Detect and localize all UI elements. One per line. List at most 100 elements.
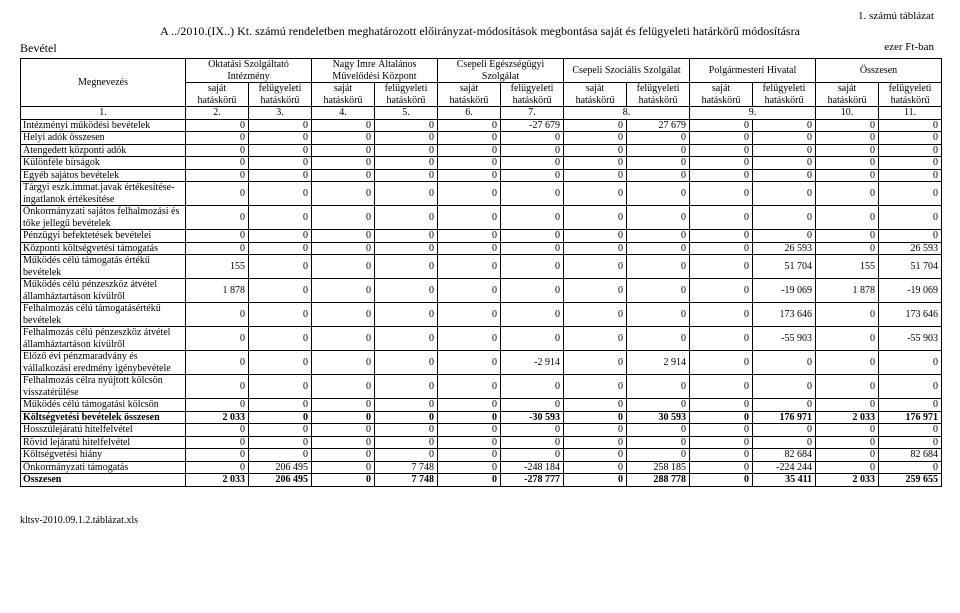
cell-value: 0 — [312, 474, 375, 487]
table-row: Tárgyi eszk.immat.javak értékesítése-ing… — [21, 182, 942, 206]
row-label: Rövid lejáratú hitelfelvétel — [21, 436, 186, 449]
cell-value: 0 — [375, 255, 438, 279]
cell-value: 0 — [438, 424, 501, 437]
cell-value: 0 — [879, 461, 942, 474]
cell-value: -19 069 — [753, 279, 816, 303]
cell-value: 0 — [690, 157, 753, 170]
table-row: Működés célú támogatás értékű bevételek1… — [21, 255, 942, 279]
unit-label: ezer Ft-ban — [160, 41, 940, 56]
row-label: Önkormányzati támogatás — [21, 461, 186, 474]
cell-value: 0 — [438, 157, 501, 170]
row-label: Önkormányzati sajátos felhalmozási és tő… — [21, 206, 186, 230]
cell-value: 0 — [438, 411, 501, 424]
cell-value: 0 — [816, 375, 879, 399]
cell-value: -55 903 — [753, 327, 816, 351]
cell-value: 0 — [501, 327, 564, 351]
cell-value: 2 033 — [816, 411, 879, 424]
cell-value: 7 748 — [375, 461, 438, 474]
row-label: Költségvetési bevételek összesen — [21, 411, 186, 424]
cell-value: 1 878 — [186, 279, 249, 303]
cell-value: 2 033 — [816, 474, 879, 487]
cell-value: 0 — [501, 449, 564, 462]
cell-value: 0 — [627, 436, 690, 449]
cell-value: 0 — [249, 230, 312, 243]
index-cell: 5. — [375, 107, 438, 120]
cell-value: 0 — [501, 279, 564, 303]
cell-value: 0 — [438, 461, 501, 474]
row-label: Felhalmozás célú támogatásértékű bevétel… — [21, 303, 186, 327]
cell-value: 0 — [879, 424, 942, 437]
cell-value: 0 — [627, 182, 690, 206]
cell-value: -278 777 — [501, 474, 564, 487]
row-label: Felhalmozás célra nyújtott kölcsön vissz… — [21, 375, 186, 399]
cell-value: 0 — [564, 255, 627, 279]
cell-value: 0 — [438, 474, 501, 487]
cell-value: 0 — [879, 169, 942, 182]
cell-value: 0 — [375, 351, 438, 375]
cell-value: 0 — [312, 461, 375, 474]
section-heading-bevetel: Bevétel — [20, 41, 160, 56]
cell-value: 0 — [186, 327, 249, 351]
index-cell: 7. — [501, 107, 564, 120]
cell-value: 0 — [879, 206, 942, 230]
cell-value: 0 — [312, 206, 375, 230]
cell-value: 0 — [249, 255, 312, 279]
cell-value: 0 — [375, 279, 438, 303]
cell-value: 0 — [312, 242, 375, 255]
cell-value: 0 — [690, 411, 753, 424]
cell-value: 0 — [879, 375, 942, 399]
cell-value: 0 — [312, 157, 375, 170]
cell-value: 0 — [627, 206, 690, 230]
cell-value: 0 — [816, 303, 879, 327]
col-subheader: felügyeleti hatáskörű — [249, 83, 312, 107]
col-group-5: Összesen — [816, 59, 942, 83]
budget-table: Megnevezés Oktatási Szolgáltató Intézmén… — [20, 58, 942, 487]
cell-value: 0 — [690, 436, 753, 449]
col-header-megnevezes: Megnevezés — [21, 59, 186, 107]
index-cell: 3. — [249, 107, 312, 120]
cell-value: 0 — [753, 424, 816, 437]
cell-value: 0 — [501, 255, 564, 279]
cell-value: 0 — [879, 399, 942, 412]
cell-value: 0 — [375, 449, 438, 462]
cell-value: 0 — [690, 303, 753, 327]
col-subheader: felügyeleti hatáskörű — [753, 83, 816, 107]
table-row: Különféle bírságok000000000000 — [21, 157, 942, 170]
cell-value: 0 — [312, 411, 375, 424]
cell-value: 0 — [564, 157, 627, 170]
cell-value: 0 — [375, 169, 438, 182]
cell-value: 0 — [690, 399, 753, 412]
cell-value: 0 — [375, 375, 438, 399]
row-label: Működés célú pénzeszköz átvétel államház… — [21, 279, 186, 303]
col-subheader: felügyeleti hatáskörű — [627, 83, 690, 107]
cell-value: 0 — [438, 279, 501, 303]
cell-value: 0 — [690, 327, 753, 351]
cell-value: 0 — [249, 399, 312, 412]
cell-value: 0 — [438, 375, 501, 399]
cell-value: 0 — [438, 206, 501, 230]
index-cell: 11. — [879, 107, 942, 120]
cell-value: 0 — [564, 461, 627, 474]
cell-value: 0 — [753, 157, 816, 170]
cell-value: 0 — [564, 242, 627, 255]
cell-value: 0 — [690, 449, 753, 462]
cell-value: 0 — [249, 132, 312, 145]
cell-value: 0 — [879, 144, 942, 157]
col-subheader: saját hatáskörű — [564, 83, 627, 107]
row-label: Működés célú támogatás értékű bevételek — [21, 255, 186, 279]
cell-value: 0 — [312, 119, 375, 132]
cell-value: 0 — [816, 206, 879, 230]
table-row: Önkormányzati támogatás0206 49507 7480-2… — [21, 461, 942, 474]
cell-value: 0 — [879, 436, 942, 449]
cell-value: 0 — [438, 351, 501, 375]
cell-value: 0 — [375, 399, 438, 412]
cell-value: -55 903 — [879, 327, 942, 351]
cell-value: 0 — [753, 132, 816, 145]
row-label: Összesen — [21, 474, 186, 487]
cell-value: 0 — [627, 157, 690, 170]
table-row: Intézményi működési bevételek00000-27 67… — [21, 119, 942, 132]
cell-value: 0 — [375, 230, 438, 243]
cell-value: -2 914 — [501, 351, 564, 375]
cell-value: 0 — [690, 474, 753, 487]
cell-value: 0 — [690, 119, 753, 132]
